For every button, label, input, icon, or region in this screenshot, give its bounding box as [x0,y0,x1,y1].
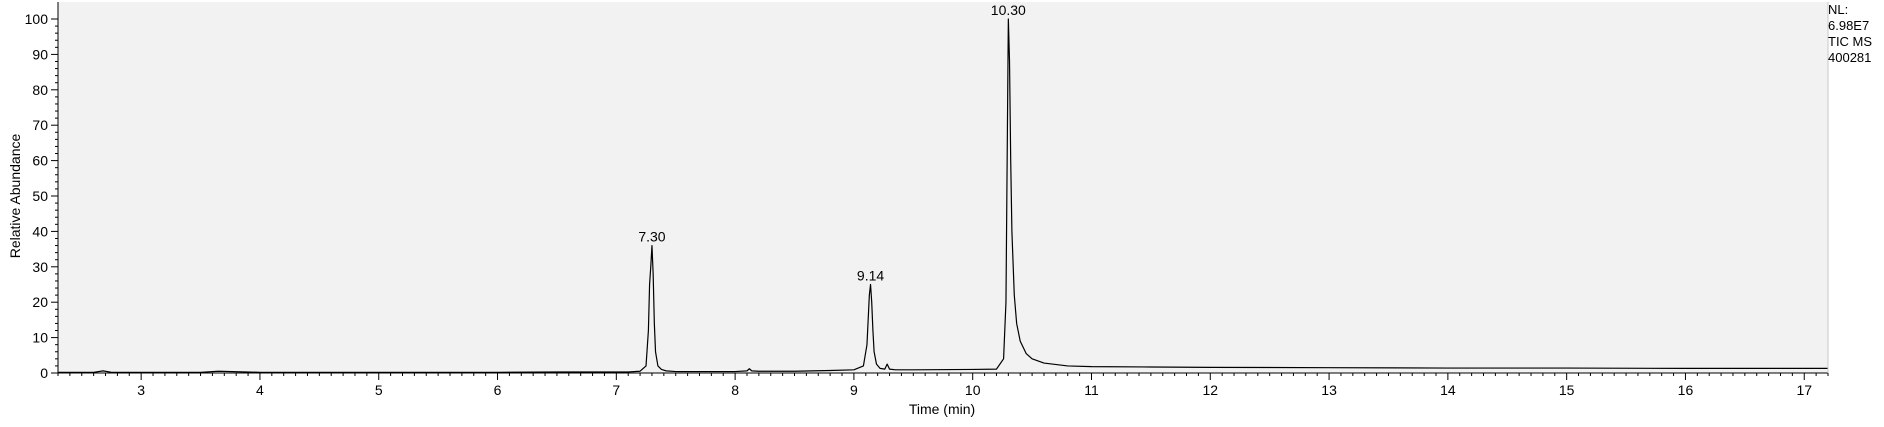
x-tick-label: 10 [965,382,981,398]
x-tick-label: 7 [612,382,620,398]
y-tick-label: 20 [32,294,48,310]
y-tick-label: 0 [40,365,48,381]
x-tick-label: 3 [137,382,145,398]
peak-label: 9.14 [857,268,884,284]
tic-trace-line [58,18,1828,373]
x-tick-label: 5 [375,382,383,398]
y-tick-label: 90 [32,46,48,62]
x-tick-label: 4 [256,382,264,398]
y-tick-label: 70 [32,117,48,133]
y-tick-label: 100 [25,11,49,27]
x-tick-label: 6 [494,382,502,398]
x-tick-label: 13 [1321,382,1337,398]
peak-label: 7.30 [638,229,665,245]
y-tick-label: 60 [32,153,48,169]
y-tick-label: 80 [32,82,48,98]
info-nl-value: 6.98E7 [1828,18,1870,33]
x-tick-label: 17 [1796,382,1812,398]
y-tick-label: 30 [32,259,48,275]
peak-annotations: 7.30 9.14 10.30 [638,2,1026,284]
x-tick-label: 15 [1559,382,1575,398]
x-tick-label: 14 [1440,382,1456,398]
x-tick-label: 12 [1202,382,1218,398]
y-axis-title: Relative Abundance [7,134,23,259]
x-axis-title: Time (min) [909,401,975,417]
x-tick-label: 11 [1084,382,1099,398]
y-axis-ticks: 0 10 20 30 40 50 60 70 80 90 100 [25,11,58,381]
plot-background [58,2,1828,373]
info-scan-type: TIC MS [1828,34,1873,49]
y-tick-label: 50 [32,188,48,204]
x-tick-label: 8 [731,382,739,398]
y-tick-label: 40 [32,223,48,239]
x-tick-label: 9 [850,382,858,398]
x-axis-ticks: 3 4 5 6 7 8 9 10 11 12 13 14 15 16 17 [137,373,1812,398]
x-tick-label: 16 [1678,382,1694,398]
y-tick-label: 10 [32,330,48,346]
scan-info-box: NL: 6.98E7 TIC MS 400281 [1828,2,1884,66]
info-nl-label: NL: [1828,2,1849,17]
peak-label: 10.30 [991,2,1026,18]
info-file-id: 400281 [1828,50,1872,65]
